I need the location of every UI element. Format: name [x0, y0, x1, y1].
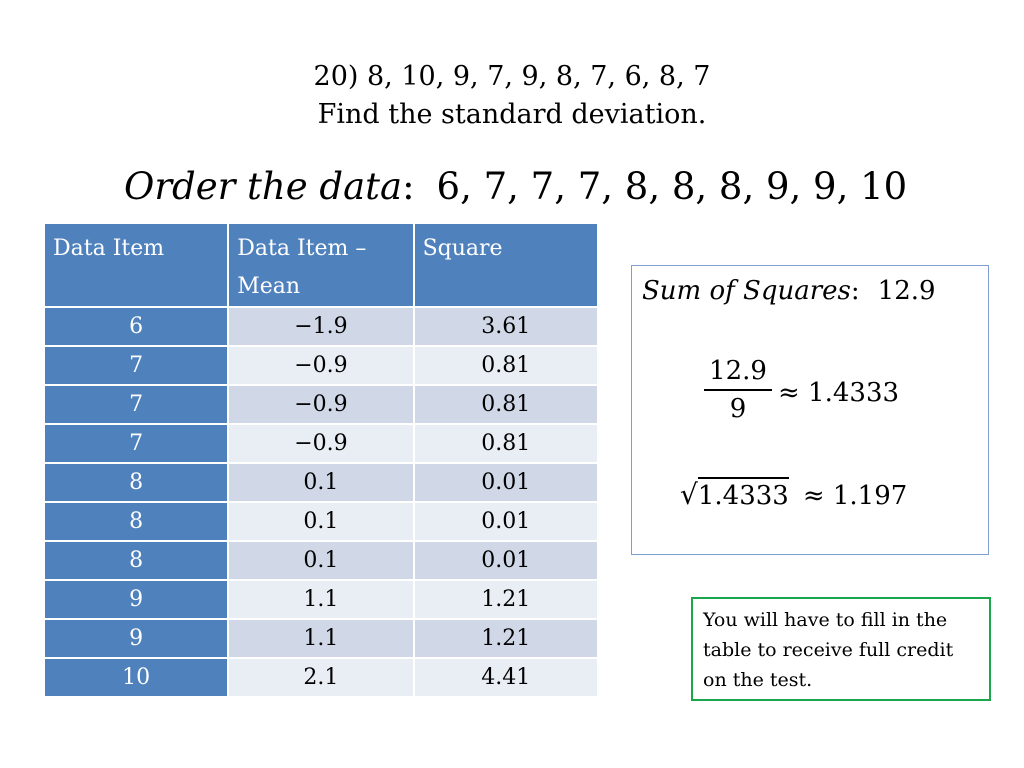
table-header-row: Data Item Data Item – Mean Square [42, 222, 600, 308]
table-row: 7 −0.9 0.81 [42, 384, 600, 425]
table-row: 9 1.1 1.21 [42, 579, 600, 620]
cell-data-item: 10 [42, 657, 230, 698]
cell-square: 0.01 [412, 501, 600, 542]
deviation-table: Data Item Data Item – Mean Square 6 −1.9… [42, 222, 600, 698]
problem-instruction: Find the standard deviation. [317, 99, 707, 130]
credit-note: You will have to fill in the table to re… [691, 597, 991, 701]
table-row: 7 −0.9 0.81 [42, 423, 600, 464]
header-data-item-minus-mean: Data Item – Mean [227, 222, 415, 308]
cell-square: 0.81 [412, 345, 600, 386]
sum-of-squares-box: Sum of Squares: 12.9 12.9 9 ≈ 1.4333 √1.4… [631, 265, 989, 555]
cell-deviation: 0.1 [227, 462, 415, 503]
table-row: 8 0.1 0.01 [42, 462, 600, 503]
table-row: 10 2.1 4.41 [42, 657, 600, 698]
cell-data-item: 8 [42, 462, 230, 503]
cell-data-item: 9 [42, 579, 230, 620]
cell-data-item: 6 [42, 306, 230, 347]
table-row: 8 0.1 0.01 [42, 501, 600, 542]
ordered-data-colon: : [402, 165, 415, 208]
standard-deviation-line: √1.4333 ≈ 1.197 [680, 477, 908, 511]
cell-data-item: 7 [42, 423, 230, 464]
ordered-data-label: Order the data [124, 165, 403, 208]
ordered-data-line: Order the data: 6, 7, 7, 7, 8, 8, 8, 9, 9… [124, 164, 907, 210]
table-row: 7 −0.9 0.81 [42, 345, 600, 386]
header-data-item: Data Item [42, 222, 230, 308]
cell-deviation: 0.1 [227, 501, 415, 542]
cell-deviation: 1.1 [227, 579, 415, 620]
square-root-icon: √ [680, 478, 698, 511]
cell-square: 1.21 [412, 618, 600, 659]
cell-deviation: −0.9 [227, 423, 415, 464]
radicand: 1.4333 [697, 477, 789, 511]
sum-of-squares-value: 12.9 [877, 276, 936, 306]
sum-of-squares-line: Sum of Squares: 12.9 [642, 276, 936, 306]
cell-data-item: 8 [42, 540, 230, 581]
header-square: Square [412, 222, 600, 308]
cell-square: 0.81 [412, 384, 600, 425]
fraction-numerator: 12.9 [709, 356, 767, 386]
table-row: 9 1.1 1.21 [42, 618, 600, 659]
problem-title: 20) 8, 10, 9, 7, 9, 8, 7, 6, 8, 7 Find t… [0, 58, 1024, 134]
cell-square: 1.21 [412, 579, 600, 620]
cell-square: 3.61 [412, 306, 600, 347]
cell-square: 0.01 [412, 540, 600, 581]
fraction-denominator: 9 [729, 394, 747, 424]
ordered-data-values: 6, 7, 7, 7, 8, 8, 8, 9, 9, 10 [436, 165, 908, 208]
cell-data-item: 7 [42, 345, 230, 386]
cell-deviation: 2.1 [227, 657, 415, 698]
cell-deviation: −0.9 [227, 345, 415, 386]
cell-square: 0.01 [412, 462, 600, 503]
cell-deviation: 0.1 [227, 540, 415, 581]
cell-square: 4.41 [412, 657, 600, 698]
sum-of-squares-label: Sum of Squares [642, 276, 851, 306]
cell-data-item: 9 [42, 618, 230, 659]
cell-deviation: −0.9 [227, 384, 415, 425]
cell-deviation: −1.9 [227, 306, 415, 347]
sum-of-squares-colon: : [850, 276, 860, 306]
standard-deviation-approx: ≈ 1.197 [802, 481, 908, 511]
cell-deviation: 1.1 [227, 618, 415, 659]
variance-fraction: 12.9 9 [704, 354, 772, 426]
problem-data-line: 20) 8, 10, 9, 7, 9, 8, 7, 6, 8, 7 [313, 61, 711, 92]
variance-approx: ≈ 1.4333 [778, 378, 900, 408]
cell-data-item: 8 [42, 501, 230, 542]
cell-square: 0.81 [412, 423, 600, 464]
table-row: 6 −1.9 3.61 [42, 306, 600, 347]
table-row: 8 0.1 0.01 [42, 540, 600, 581]
fraction-bar [704, 389, 772, 391]
cell-data-item: 7 [42, 384, 230, 425]
